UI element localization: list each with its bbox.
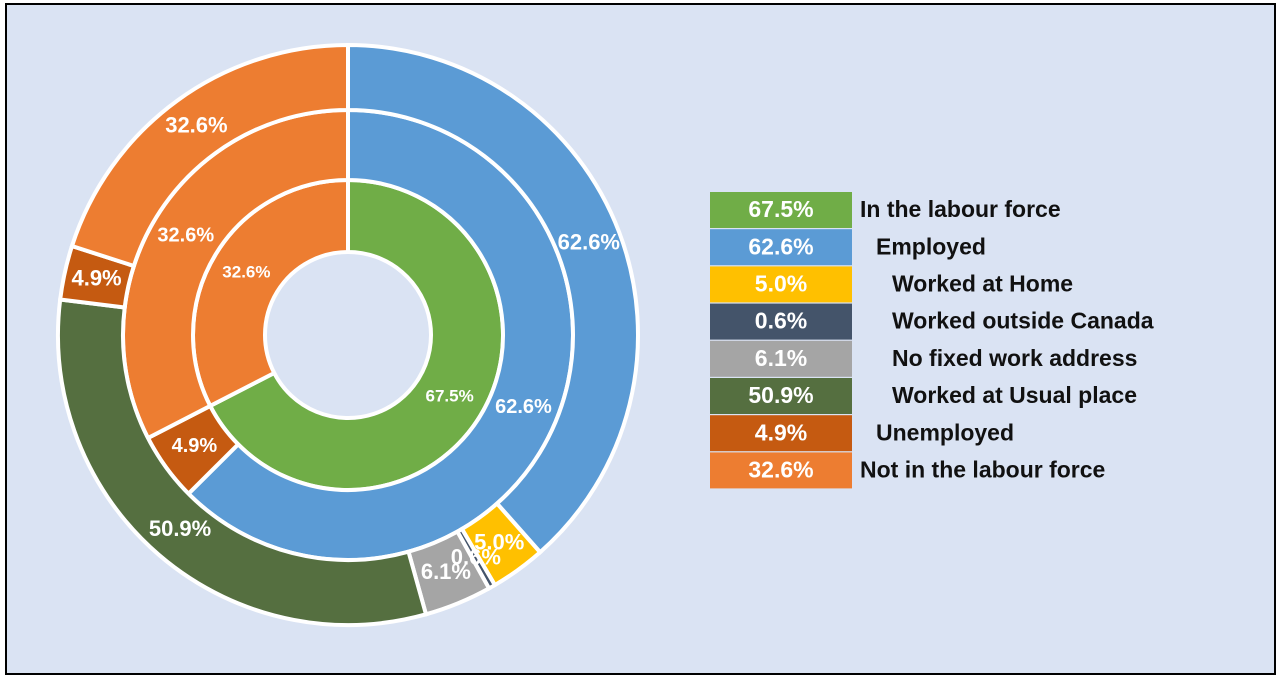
legend-value: 67.5%	[748, 196, 813, 222]
legend-value: 32.6%	[748, 456, 813, 482]
legend-swatch	[710, 303, 852, 340]
data-label: 4.9%	[71, 265, 121, 290]
legend-label: Unemployed	[876, 419, 1014, 445]
data-label: 32.6%	[222, 263, 270, 282]
legend-swatch	[710, 192, 852, 228]
legend-label: In the labour force	[860, 196, 1061, 222]
legend-swatch	[710, 340, 852, 377]
data-label: 4.9%	[172, 435, 218, 457]
legend-label: No fixed work address	[892, 345, 1137, 371]
data-label: 5.0%	[474, 529, 524, 554]
legend-swatch	[710, 415, 852, 452]
legend-value: 50.9%	[748, 382, 813, 408]
legend-value: 6.1%	[755, 345, 807, 371]
legend-label: Worked at Usual place	[892, 382, 1137, 408]
legend-label: Not in the labour force	[860, 456, 1105, 482]
legend-value: 5.0%	[755, 270, 807, 296]
data-label: 67.5%	[425, 386, 473, 405]
ring-segment	[69, 42, 350, 269]
data-label: 6.1%	[421, 559, 471, 584]
legend-label: Worked outside Canada	[892, 308, 1154, 334]
legend-label: Employed	[876, 233, 986, 259]
data-label: 0.6%	[451, 544, 501, 569]
legend-swatch	[710, 229, 852, 266]
legend-value: 62.6%	[748, 233, 813, 259]
legend-value: 4.9%	[755, 419, 807, 445]
legend-label: Worked at Home	[892, 270, 1073, 296]
legend-swatch	[710, 452, 852, 489]
ring-segment	[56, 297, 429, 627]
data-label: 32.6%	[165, 113, 227, 138]
legend-value: 0.6%	[755, 308, 807, 334]
data-label: 62.6%	[558, 230, 620, 255]
data-label: 62.6%	[495, 396, 552, 418]
legend-swatch	[710, 378, 852, 414]
ring-segment	[346, 42, 640, 556]
legend-swatch	[710, 266, 852, 303]
data-label: 50.9%	[149, 516, 211, 541]
data-label: 32.6%	[157, 224, 214, 246]
